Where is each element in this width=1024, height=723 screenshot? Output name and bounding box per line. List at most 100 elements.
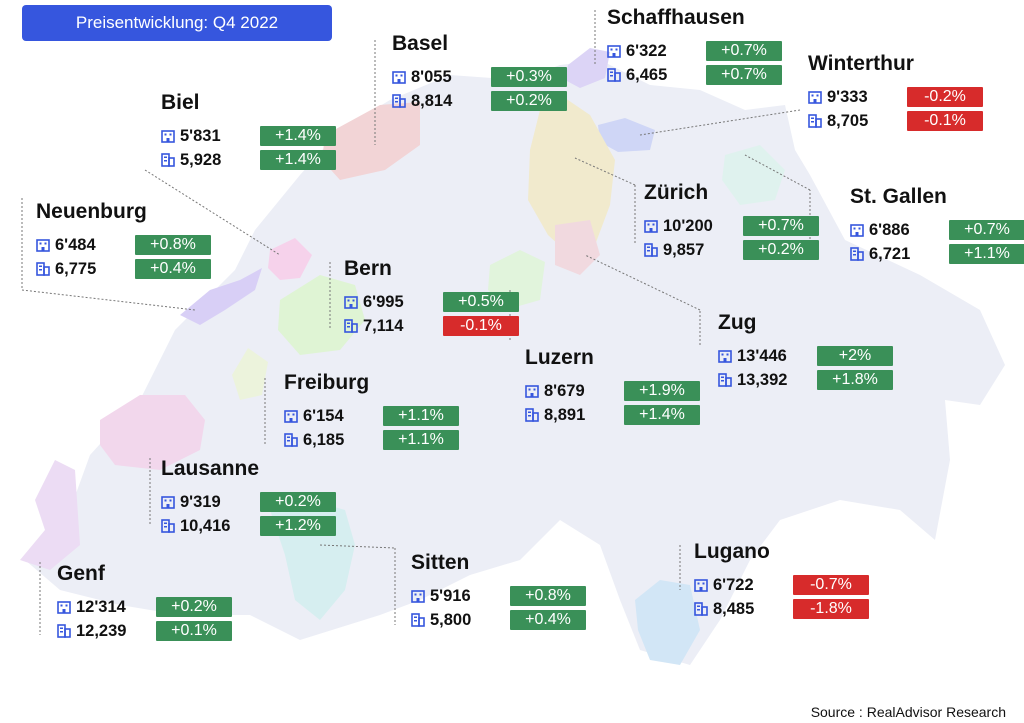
house-icon	[161, 153, 175, 167]
apartment-icon	[284, 409, 298, 423]
house-price: 8,705	[827, 111, 869, 130]
city-name: Zug	[718, 311, 757, 334]
house-price: 6,775	[55, 259, 97, 278]
region-bern	[278, 275, 365, 355]
city-name: St. Gallen	[850, 185, 947, 208]
house-price: 8,485	[713, 599, 755, 618]
apartment-row: 13'446 +2%	[718, 345, 893, 367]
apartment-icon	[694, 578, 708, 592]
apartment-price: 6'322	[626, 41, 667, 60]
house-price: 6,185	[303, 430, 345, 449]
apartment-row: 5'831 +1.4%	[161, 125, 336, 147]
house-price: 5,928	[180, 150, 222, 169]
apartment-change-badge: +1.9%	[624, 381, 700, 401]
apartment-icon	[525, 384, 539, 398]
region-neuenburg	[180, 268, 262, 325]
apartment-change-badge: +0.5%	[443, 292, 519, 312]
house-icon	[57, 624, 71, 638]
house-change-badge: -0.1%	[443, 316, 519, 336]
apartment-price: 13'446	[737, 346, 787, 365]
region-st-gallen	[722, 145, 785, 205]
apartment-price: 5'831	[180, 126, 221, 145]
apartment-row: 12'314 +0.2%	[57, 596, 232, 618]
house-icon	[161, 519, 175, 533]
house-icon	[344, 319, 358, 333]
house-row: 6,775 +0.4%	[36, 258, 211, 280]
apartment-row: 6'722 -0.7%	[694, 574, 869, 596]
house-price: 10,416	[180, 516, 231, 535]
region-lugano	[635, 580, 700, 665]
house-change-badge: +0.4%	[135, 259, 211, 279]
house-change-badge: -0.1%	[907, 111, 983, 131]
house-row: 6,185 +1.1%	[284, 429, 459, 451]
apartment-change-badge: -0.2%	[907, 87, 983, 107]
house-price: 8,814	[411, 91, 453, 110]
house-row: 10,416 +1.2%	[161, 515, 336, 537]
house-row: 7,114 -0.1%	[344, 315, 519, 337]
leader-lines	[21, 10, 811, 635]
region-schaffhausen	[565, 48, 610, 88]
house-icon	[392, 94, 406, 108]
house-price: 12,239	[76, 621, 127, 640]
house-row: 8,485 -1.8%	[694, 598, 869, 620]
region-lausanne	[100, 395, 205, 470]
house-icon	[607, 68, 621, 82]
apartment-row: 8'055 +0.3%	[392, 66, 567, 88]
apartment-icon	[644, 219, 658, 233]
house-change-badge: +1.1%	[949, 244, 1024, 264]
apartment-row: 8'679 +1.9%	[525, 380, 700, 402]
house-change-badge: +1.2%	[260, 516, 336, 536]
house-icon	[411, 613, 425, 627]
region-zurich	[528, 98, 615, 255]
house-row: 13,392 +1.8%	[718, 369, 893, 391]
house-price: 7,114	[363, 316, 404, 335]
apartment-icon	[850, 223, 864, 237]
apartment-icon	[344, 295, 358, 309]
apartment-price: 10'200	[663, 216, 713, 235]
apartment-icon	[392, 70, 406, 84]
apartment-icon	[607, 44, 621, 58]
house-row: 9,857 +0.2%	[644, 239, 819, 261]
house-change-badge: +0.1%	[156, 621, 232, 641]
apartment-change-badge: +0.8%	[135, 235, 211, 255]
region-biel	[268, 238, 312, 280]
house-row: 8,891 +1.4%	[525, 404, 700, 426]
source-note: Source : RealAdvisor Research	[810, 704, 1006, 720]
house-icon	[850, 247, 864, 261]
city-name: Basel	[392, 32, 449, 55]
region-winterthur	[598, 118, 655, 152]
apartment-price: 9'333	[827, 87, 868, 106]
house-row: 6,721 +1.1%	[850, 243, 1024, 265]
apartment-row: 6'484 +0.8%	[36, 234, 211, 256]
house-change-badge: +0.2%	[743, 240, 819, 260]
house-price: 5,800	[430, 610, 472, 629]
city-name: Freiburg	[284, 371, 370, 394]
apartment-price: 12'314	[76, 597, 126, 616]
apartment-row: 10'200 +0.7%	[644, 215, 819, 237]
apartment-price: 5'916	[430, 586, 471, 605]
apartment-row: 9'333 -0.2%	[808, 86, 983, 108]
city-name: Lausanne	[161, 457, 260, 480]
region-genf	[20, 460, 80, 570]
apartment-icon	[161, 495, 175, 509]
house-row: 12,239 +0.1%	[57, 620, 232, 642]
city-name: Schaffhausen	[607, 6, 745, 29]
apartment-change-badge: +2%	[817, 346, 893, 366]
apartment-row: 5'916 +0.8%	[411, 585, 586, 607]
switzerland-outline	[25, 60, 1005, 665]
house-change-badge: +0.2%	[491, 91, 567, 111]
house-change-badge: +0.7%	[706, 65, 782, 85]
apartment-icon	[808, 90, 822, 104]
apartment-row: 6'886 +0.7%	[850, 219, 1024, 241]
apartment-price: 8'679	[544, 381, 585, 400]
house-row: 6,465 +0.7%	[607, 64, 782, 86]
house-row: 8,814 +0.2%	[392, 90, 567, 112]
apartment-change-badge: +0.8%	[510, 586, 586, 606]
city-name: Winterthur	[808, 52, 914, 75]
house-change-badge: +1.4%	[260, 150, 336, 170]
house-change-badge: +1.8%	[817, 370, 893, 390]
city-name: Biel	[161, 91, 200, 114]
apartment-change-badge: +0.3%	[491, 67, 567, 87]
city-name: Luzern	[525, 346, 594, 369]
apartment-row: 6'154 +1.1%	[284, 405, 459, 427]
